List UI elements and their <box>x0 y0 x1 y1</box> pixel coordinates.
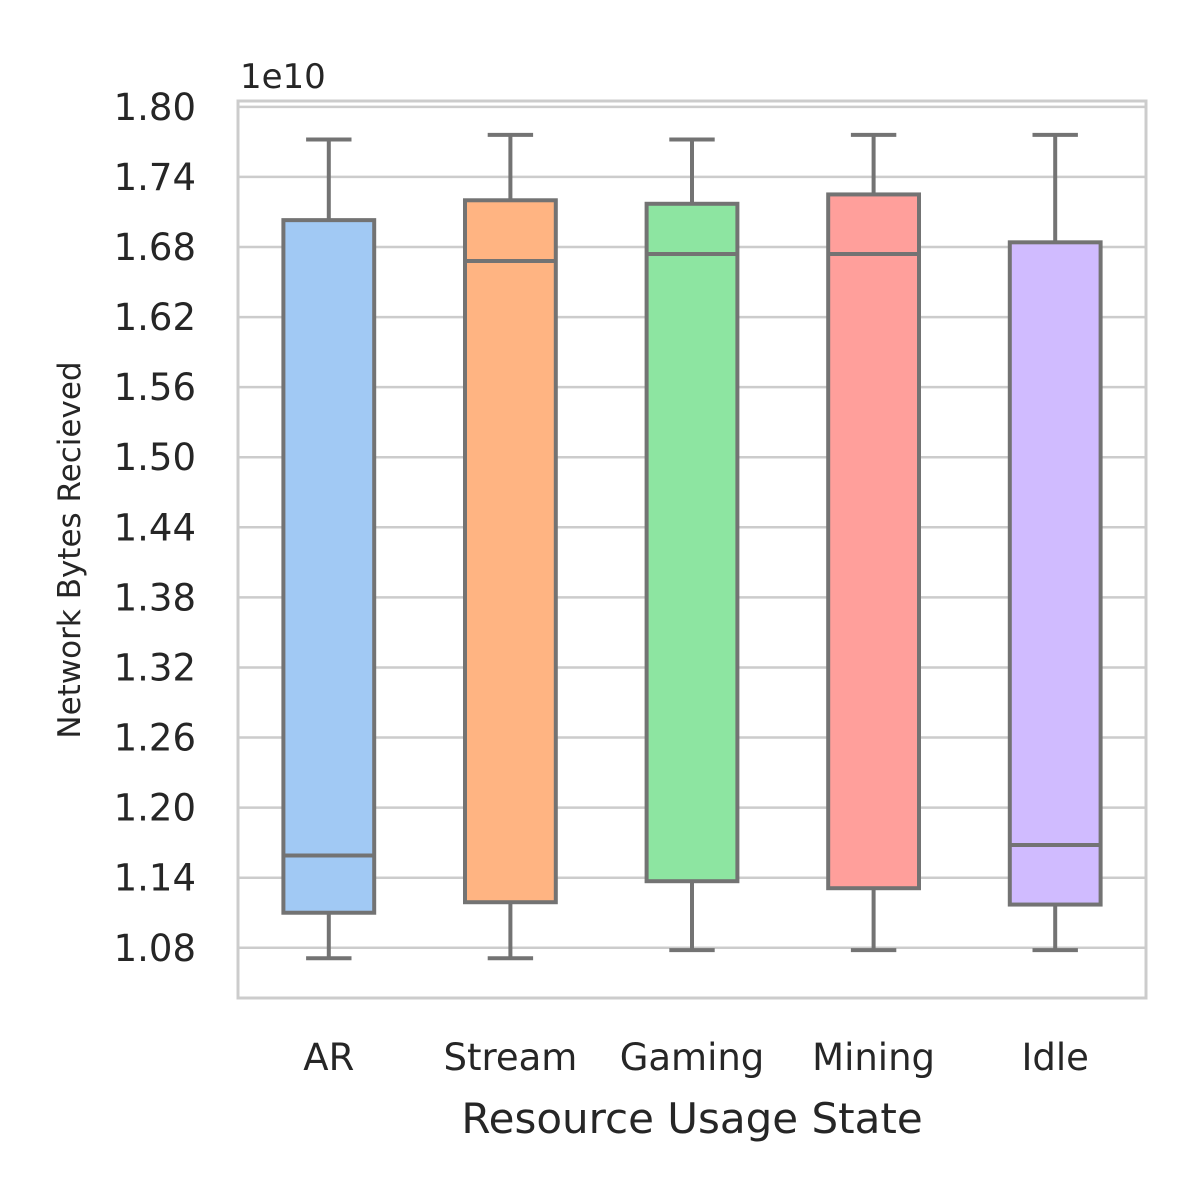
y-tick-label: 1.56 <box>114 366 196 409</box>
box-ar <box>281 137 377 961</box>
y-tick-label: 1.44 <box>114 506 196 549</box>
y-tick-label: 1.32 <box>114 646 196 689</box>
y-tick-label: 1.26 <box>114 717 196 760</box>
y-tick-label: 1.08 <box>114 927 196 970</box>
box-stream <box>463 132 558 961</box>
boxes <box>281 132 1103 961</box>
y-tick-label: 1.20 <box>114 787 196 830</box>
y-axis-label: Network Bytes Recieved <box>52 361 88 738</box>
x-tick-labels: AR Stream Gaming Mining Idle <box>303 1036 1089 1079</box>
y-tick-label: 1.62 <box>114 296 196 339</box>
y-tick-label: 1.74 <box>114 156 196 199</box>
y-tick-label: 1.80 <box>114 86 196 129</box>
x-tick-label: Idle <box>1021 1036 1088 1079</box>
y-offset-label: 1e10 <box>240 57 326 97</box>
box-mining <box>826 132 922 953</box>
y-tick-label: 1.14 <box>114 857 196 900</box>
x-tick-label: Stream <box>443 1036 577 1079</box>
box-idle <box>1007 132 1103 953</box>
x-axis-label: Resource Usage State <box>461 1094 922 1143</box>
iqr-box <box>826 192 922 891</box>
y-tick-labels: 1.08 1.14 1.20 1.26 1.32 1.38 1.44 1.50 1.56 1.62… <box>114 86 196 970</box>
x-tick-label: Mining <box>812 1036 935 1079</box>
y-tick-label: 1.50 <box>114 436 196 479</box>
iqr-box <box>1007 240 1103 907</box>
y-tick-label: 1.68 <box>114 226 196 269</box>
x-tick-label: AR <box>303 1036 354 1079</box>
iqr-box <box>644 201 740 884</box>
iqr-box <box>463 198 558 905</box>
plot-frame <box>236 99 1148 1000</box>
y-tick-label: 1.38 <box>114 576 196 619</box>
box-gaming <box>644 137 740 953</box>
x-tick-label: Gaming <box>620 1036 765 1079</box>
iqr-box <box>281 218 377 915</box>
